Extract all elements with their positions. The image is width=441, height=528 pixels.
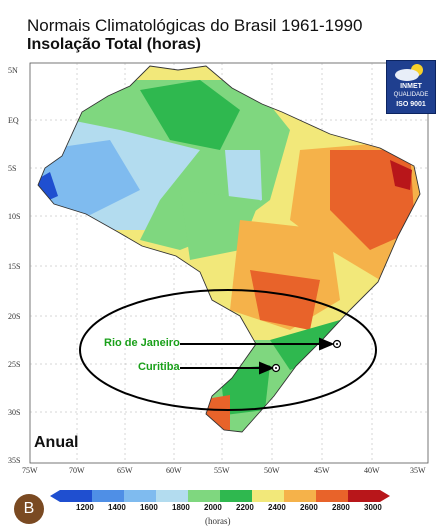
lon-label: 65W bbox=[117, 466, 133, 475]
lat-label: 5N bbox=[8, 66, 18, 75]
legend-swatch bbox=[60, 490, 92, 502]
title-line-1: Normais Climatológicas do Brasil 1961-19… bbox=[27, 16, 363, 35]
rio-label: Rio de Janeiro bbox=[104, 337, 180, 349]
lat-label: 30S bbox=[8, 408, 21, 417]
lat-label: 25S bbox=[8, 360, 21, 369]
logo-line3: ISO 9001 bbox=[396, 101, 426, 108]
legend-colorbar bbox=[50, 490, 390, 502]
lon-label: 50W bbox=[264, 466, 280, 475]
legend-arrow-low bbox=[50, 490, 60, 502]
legend-swatch bbox=[220, 490, 252, 502]
lat-label: 10S bbox=[8, 212, 21, 221]
lat-label: EQ bbox=[8, 116, 19, 125]
legend-swatch bbox=[252, 490, 284, 502]
legend-unit: (horas) bbox=[205, 516, 231, 526]
legend-swatch bbox=[92, 490, 124, 502]
lat-label: 5S bbox=[8, 164, 17, 173]
logo-line2: QUALIDADE bbox=[393, 92, 429, 98]
legend-swatch bbox=[284, 490, 316, 502]
legend-tick: 3000 bbox=[364, 503, 382, 512]
legend-tick: 1600 bbox=[140, 503, 158, 512]
legend-tick: 2600 bbox=[300, 503, 318, 512]
legend-arrow-high bbox=[380, 490, 390, 502]
lon-label: 60W bbox=[166, 466, 182, 475]
title-line-2: Insolação Total (horas) bbox=[27, 36, 201, 53]
curitiba-label: Curitiba bbox=[138, 361, 180, 373]
legend-tick: 2400 bbox=[268, 503, 286, 512]
legend-swatch bbox=[124, 490, 156, 502]
legend-swatch bbox=[156, 490, 188, 502]
cloud-sun-icon bbox=[395, 64, 423, 81]
legend-tick: 2200 bbox=[236, 503, 254, 512]
panel-badge: B bbox=[14, 494, 44, 524]
lon-label: 45W bbox=[314, 466, 330, 475]
logo-name: INMET bbox=[400, 83, 422, 90]
lon-label: 55W bbox=[214, 466, 230, 475]
legend-swatch bbox=[348, 490, 380, 502]
period-label: Anual bbox=[34, 434, 79, 451]
highlight-ellipse bbox=[79, 289, 377, 411]
brazil-outline bbox=[37, 65, 421, 433]
legend-tick: 1200 bbox=[76, 503, 94, 512]
lat-label: 35S bbox=[8, 456, 21, 465]
lat-label: 20S bbox=[8, 312, 21, 321]
legend-tick: 2800 bbox=[332, 503, 350, 512]
city-arrows bbox=[180, 337, 335, 375]
lon-label: 70W bbox=[69, 466, 85, 475]
lon-label: 40W bbox=[364, 466, 380, 475]
legend-swatch bbox=[188, 490, 220, 502]
lat-label: 15S bbox=[8, 262, 21, 271]
inmet-logo: INMET QUALIDADE ISO 9001 bbox=[386, 60, 436, 114]
legend-tick: 2000 bbox=[204, 503, 222, 512]
legend-tick: 1800 bbox=[172, 503, 190, 512]
legend-swatch bbox=[316, 490, 348, 502]
legend-tick: 1400 bbox=[108, 503, 126, 512]
lon-label: 75W bbox=[22, 466, 38, 475]
lon-label: 35W bbox=[410, 466, 426, 475]
